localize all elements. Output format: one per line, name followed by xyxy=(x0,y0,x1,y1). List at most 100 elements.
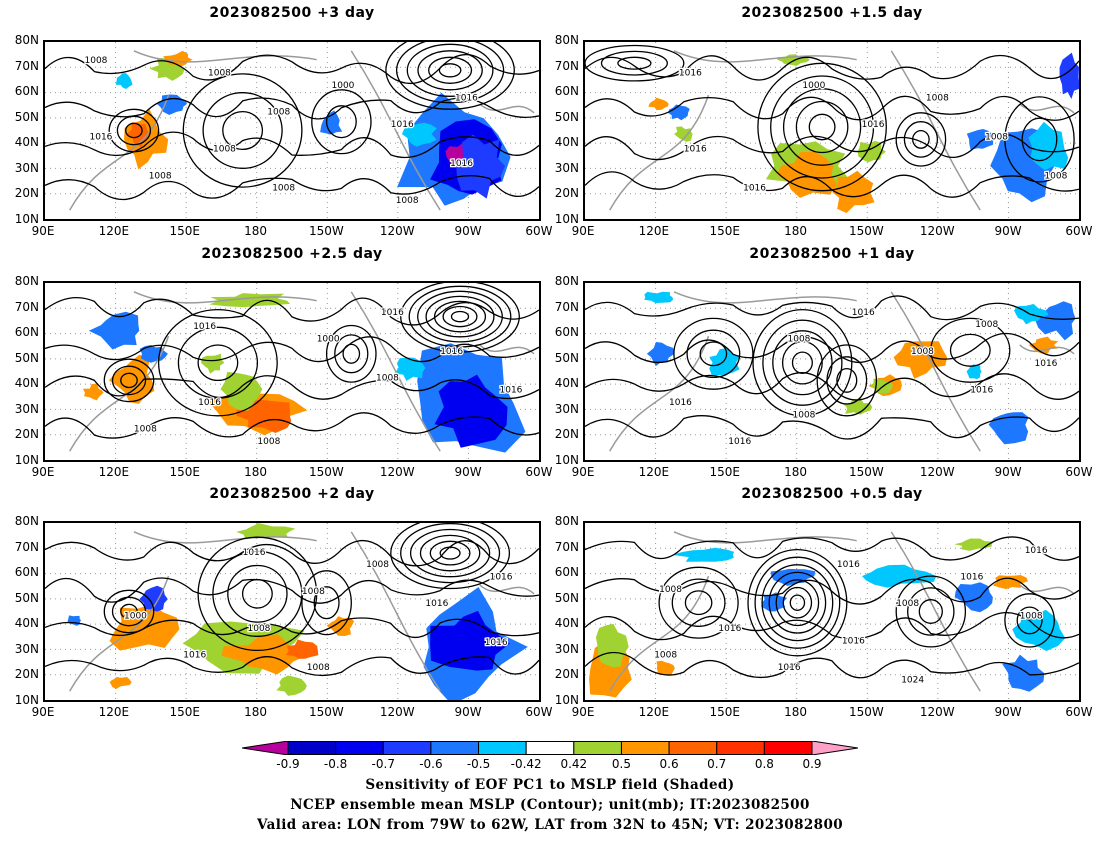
longitude-label: 120E xyxy=(98,465,130,479)
isobar-contour xyxy=(585,133,1079,161)
isobar-contour xyxy=(103,358,155,403)
colorbar-tick-label: -0.5 xyxy=(466,757,491,771)
isobar-contour xyxy=(227,564,288,623)
colorbar-tick-label: 0.7 xyxy=(707,757,727,771)
contour-label: 1008 xyxy=(1020,612,1043,622)
coastline xyxy=(673,50,857,63)
isobar-contour xyxy=(1016,606,1043,635)
sensitivity-shading xyxy=(761,592,788,612)
longitude-label: 180 xyxy=(244,465,268,479)
isobar-contour xyxy=(177,326,259,399)
isobar-contour xyxy=(45,656,539,677)
longitude-label: 90W xyxy=(994,705,1022,719)
isobar-contour xyxy=(775,579,820,627)
isobar-contour xyxy=(439,546,461,560)
coastline xyxy=(69,575,170,692)
contour-label: 1016 xyxy=(684,145,707,155)
coastline xyxy=(133,531,317,544)
sensitivity-shading xyxy=(434,374,508,448)
latitude-label: 80N xyxy=(554,274,579,288)
contour-label: 1008 xyxy=(788,334,811,344)
isobar-contour xyxy=(585,54,1079,81)
longitude-label: 150W xyxy=(309,224,344,238)
colorbar-segment xyxy=(573,741,622,755)
isobar-contour xyxy=(45,296,539,326)
latitude-label: 20N xyxy=(14,427,39,442)
isobar-contour xyxy=(395,42,505,104)
isobar-contour xyxy=(120,603,138,620)
contour-label: 1008 xyxy=(896,599,919,609)
isobar-contour xyxy=(1021,117,1058,162)
contour-label: 1008 xyxy=(975,320,998,330)
longitude-label: 90W xyxy=(454,705,482,719)
longitude-label: 120W xyxy=(919,465,955,479)
colorbar-tick-label: 0.9 xyxy=(802,757,822,771)
sensitivity-shading xyxy=(646,342,675,367)
latitude-label: 10N xyxy=(554,453,579,467)
isobar-contour xyxy=(103,589,155,634)
isobar-contour xyxy=(747,548,848,657)
contour-label: 1008 xyxy=(926,93,949,103)
contour-label: 1016 xyxy=(837,560,860,570)
panel-title: 2023082500 +3 day xyxy=(209,5,375,21)
latitude-label: 80N xyxy=(14,514,39,528)
isobar-contour xyxy=(585,536,1079,561)
contour-label: 1008 xyxy=(267,108,290,118)
isobar-contour xyxy=(585,295,1079,321)
isobar-contour xyxy=(45,131,539,159)
contour-label: 1000 xyxy=(332,81,355,91)
contour-label: 1000 xyxy=(124,612,147,622)
isobar-contour xyxy=(111,365,147,396)
isobar-contour xyxy=(325,105,357,139)
colorbar-tick-label: -0.7 xyxy=(371,757,395,771)
isobar-contour xyxy=(45,540,539,567)
isobar-contour xyxy=(45,375,539,400)
contour-label: 1016 xyxy=(852,308,875,318)
sensitivity-shading xyxy=(672,547,735,562)
sensitivity-shading xyxy=(667,104,690,121)
sensitivity-shading xyxy=(709,348,740,376)
latitude-label: 10N xyxy=(14,693,39,707)
sensitivity-shading xyxy=(401,122,437,147)
contour-label: 1016 xyxy=(743,184,766,194)
isobar-contour xyxy=(791,351,813,374)
longitude-label: 150E xyxy=(709,224,740,238)
longitude-label: 150W xyxy=(849,705,884,719)
isobar-contour xyxy=(782,586,813,619)
longitude-label: 60W xyxy=(1065,465,1093,479)
isobar-contour xyxy=(1004,96,1075,183)
longitude-label: 180 xyxy=(784,224,808,238)
longitude-label: 120W xyxy=(379,465,415,479)
sensitivity-shading xyxy=(1034,301,1076,341)
map-frame: 1008 1016 1016 1008 1016 1016 1016 1008 1008 xyxy=(583,281,1081,462)
longitude-label: 90E xyxy=(31,224,55,238)
isobar-contour xyxy=(182,73,303,188)
sensitivity-shading xyxy=(777,151,838,198)
longitude-label: 90E xyxy=(571,224,595,238)
isobar-contour xyxy=(438,63,462,78)
coastline xyxy=(479,584,535,595)
colorbar-tick-label: -0.9 xyxy=(276,757,300,771)
latitude-label: 30N xyxy=(14,160,39,175)
latitude-label: 70N xyxy=(14,299,39,314)
isobar-contour xyxy=(761,564,834,642)
isobar-contour xyxy=(409,528,491,578)
contour-label: 1008 xyxy=(213,145,236,155)
isobar-contour xyxy=(111,596,147,627)
contour-label: 1016 xyxy=(455,93,478,103)
latitude-label: 10N xyxy=(554,693,579,707)
latitude-label: 20N xyxy=(14,667,39,682)
isobar-contour xyxy=(895,575,967,648)
isobar-contour xyxy=(673,317,754,390)
latitude-label: 70N xyxy=(554,539,579,554)
caption-line-2: NCEP ensemble mean MSLP (Contour); unit(… xyxy=(290,797,810,813)
isobar-contour xyxy=(912,129,930,149)
colorbar-tick-label: 0.5 xyxy=(611,757,631,771)
caption-line-1: Sensitivity of EOF PC1 to MSLP field (Sh… xyxy=(365,777,735,793)
map-plot: 1016 1008 1008 1000 1016 1008 1016 1016 1016 xyxy=(45,283,539,460)
coastline xyxy=(350,291,441,452)
longitude-label: 60W xyxy=(525,705,553,719)
latitude-label: 60N xyxy=(14,565,39,580)
longitude-label: 120W xyxy=(919,224,955,238)
contour-label: 1008 xyxy=(272,184,295,194)
